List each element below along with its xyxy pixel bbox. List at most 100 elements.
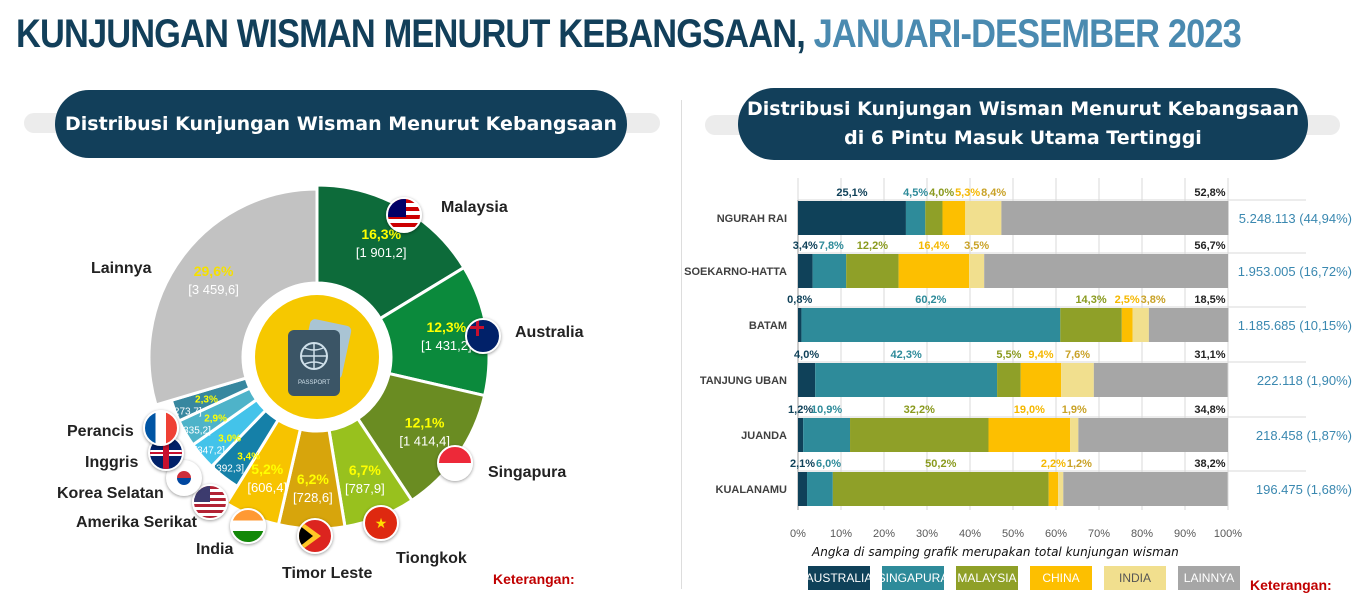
segment-label: 1,2% xyxy=(788,404,813,416)
bar-segment xyxy=(801,308,1061,342)
bar-segment xyxy=(798,363,816,397)
segment-label: 18,5% xyxy=(1194,294,1225,306)
country-label-malaysia: Malaysia xyxy=(441,199,508,216)
legend-item: INDIA xyxy=(1104,566,1166,590)
country-label-lainnya: Lainnya xyxy=(91,260,152,277)
right-footnote: Keterangan: xyxy=(1250,577,1332,593)
segment-label: 7,6% xyxy=(1065,349,1090,361)
title-main: KUNJUNGAN WISMAN MENURUT KEBANGSAAN, xyxy=(16,12,806,56)
category-label: BATAM xyxy=(749,320,787,332)
segment-label: 2,1% xyxy=(790,458,815,470)
bar-segment xyxy=(1061,363,1094,397)
bar-segment xyxy=(1093,363,1228,397)
x-tick-label: 20% xyxy=(873,528,895,540)
page-title: KUNJUNGAN WISMAN MENURUT KEBANGSAAN, JAN… xyxy=(16,12,1242,57)
title-sub: JANUARI-DESEMBER 2023 xyxy=(804,12,1242,56)
segment-label: 6,0% xyxy=(816,458,841,470)
left-heading: Distribusi Kunjungan Wisman Menurut Keba… xyxy=(55,90,627,158)
china-flag-icon: ★ xyxy=(363,505,399,541)
bar-segment xyxy=(798,418,804,452)
category-label: JUANDA xyxy=(741,430,787,442)
segment-label: 16,4% xyxy=(918,240,949,252)
legend-item: SINGAPURA xyxy=(878,566,948,590)
south-korea-flag-icon xyxy=(166,460,202,496)
chart-note: Angka di samping grafik merupakan total … xyxy=(812,545,1179,559)
bar-segment xyxy=(1048,472,1059,506)
right-heading-line1: Distribusi Kunjungan Wisman Menurut Keba… xyxy=(747,98,1299,120)
segment-label: 31,1% xyxy=(1194,349,1225,361)
country-label-singapura: Singapura xyxy=(488,464,567,481)
slice-value-label: [392,3] xyxy=(213,464,244,475)
bar-segment xyxy=(905,201,926,235)
segment-label: 4,5% xyxy=(903,187,928,199)
bar-segment xyxy=(1148,308,1229,342)
segment-label: 2,5% xyxy=(1115,294,1140,306)
bar-segment xyxy=(925,201,943,235)
segment-label: 2,2% xyxy=(1041,458,1066,470)
segment-label: 3,8% xyxy=(1141,294,1166,306)
segment-label: 7,8% xyxy=(819,240,844,252)
legend-item: LAINNYA xyxy=(1178,566,1240,590)
slice-percent-label: 3,0% xyxy=(218,433,241,444)
bar-segment xyxy=(798,254,813,288)
slice-percent-label: 6,2% xyxy=(297,471,329,487)
timor-leste-flag-icon xyxy=(297,518,333,554)
slice-percent-label: 29,6% xyxy=(194,263,234,279)
legend-item: CHINA xyxy=(1030,566,1092,590)
segment-label: 0,8% xyxy=(787,294,812,306)
slice-percent-label: 3,4% xyxy=(237,452,260,463)
slice-value-label: [1 431,2] xyxy=(421,338,472,353)
legend-item: MALAYSIA xyxy=(956,566,1018,590)
france-flag-icon xyxy=(143,410,179,446)
segment-label: 5,3% xyxy=(955,187,980,199)
legend: AUSTRALIA SINGAPURA MALAYSIA CHINA INDIA LAIN… xyxy=(806,566,1240,590)
x-tick-label: 60% xyxy=(1045,528,1067,540)
segment-label: 38,2% xyxy=(1194,458,1225,470)
country-label-india: India xyxy=(196,541,234,558)
right-heading: Distribusi Kunjungan Wisman Menurut Keba… xyxy=(738,88,1308,160)
legend-item: AUSTRALIA xyxy=(806,566,872,590)
x-tick-label: 50% xyxy=(1002,528,1024,540)
slice-percent-label: 2,3% xyxy=(195,394,218,405)
category-label: SOEKARNO-HATTA xyxy=(684,266,787,278)
passport-icon: PASSPORT xyxy=(288,319,352,396)
bar-segment xyxy=(984,254,1228,288)
bar-segment xyxy=(898,254,970,288)
donut-slice xyxy=(147,187,319,407)
x-tick-label: 100% xyxy=(1214,528,1242,540)
total-label: 218.458 (1,87%) xyxy=(1256,428,1352,443)
bar-segment xyxy=(1060,308,1122,342)
segment-label: 5,5% xyxy=(996,349,1021,361)
bar-segment xyxy=(803,418,851,452)
segment-label: 12,2% xyxy=(857,240,888,252)
bar-segment xyxy=(1063,472,1228,506)
segment-label: 32,2% xyxy=(904,404,935,416)
bar-segment xyxy=(1070,418,1079,452)
bar-segment xyxy=(965,201,1002,235)
bar-segment xyxy=(812,254,847,288)
slice-percent-label: 16,3% xyxy=(361,226,401,242)
category-label: KUALANAMU xyxy=(716,484,788,496)
country-label-inggris: Inggris xyxy=(85,454,139,471)
slice-value-label: [335,2] xyxy=(180,426,211,437)
category-label: NGURAH RAI xyxy=(717,213,787,225)
bar-segment xyxy=(850,418,989,452)
slice-value-label: [728,6] xyxy=(293,490,333,505)
malaysia-flag-icon xyxy=(386,197,422,233)
slice-value-label: [1 414,4] xyxy=(399,434,450,449)
x-tick-label: 40% xyxy=(959,528,981,540)
x-tick-label: 90% xyxy=(1174,528,1196,540)
left-heading-text: Distribusi Kunjungan Wisman Menurut Keba… xyxy=(65,112,617,135)
divider xyxy=(681,100,682,589)
bar-segment xyxy=(997,363,1021,397)
india-flag-icon xyxy=(230,508,266,544)
segment-label: 19,0% xyxy=(1014,404,1045,416)
segment-label: 3,4% xyxy=(793,240,818,252)
slice-value-label: [1 901,2] xyxy=(356,245,407,260)
svg-text:PASSPORT: PASSPORT xyxy=(298,380,330,386)
segment-label: 10,9% xyxy=(811,404,842,416)
bar-segment xyxy=(1020,363,1062,397)
x-tick-label: 30% xyxy=(916,528,938,540)
bar-segment xyxy=(969,254,985,288)
segment-label: 34,8% xyxy=(1194,404,1225,416)
